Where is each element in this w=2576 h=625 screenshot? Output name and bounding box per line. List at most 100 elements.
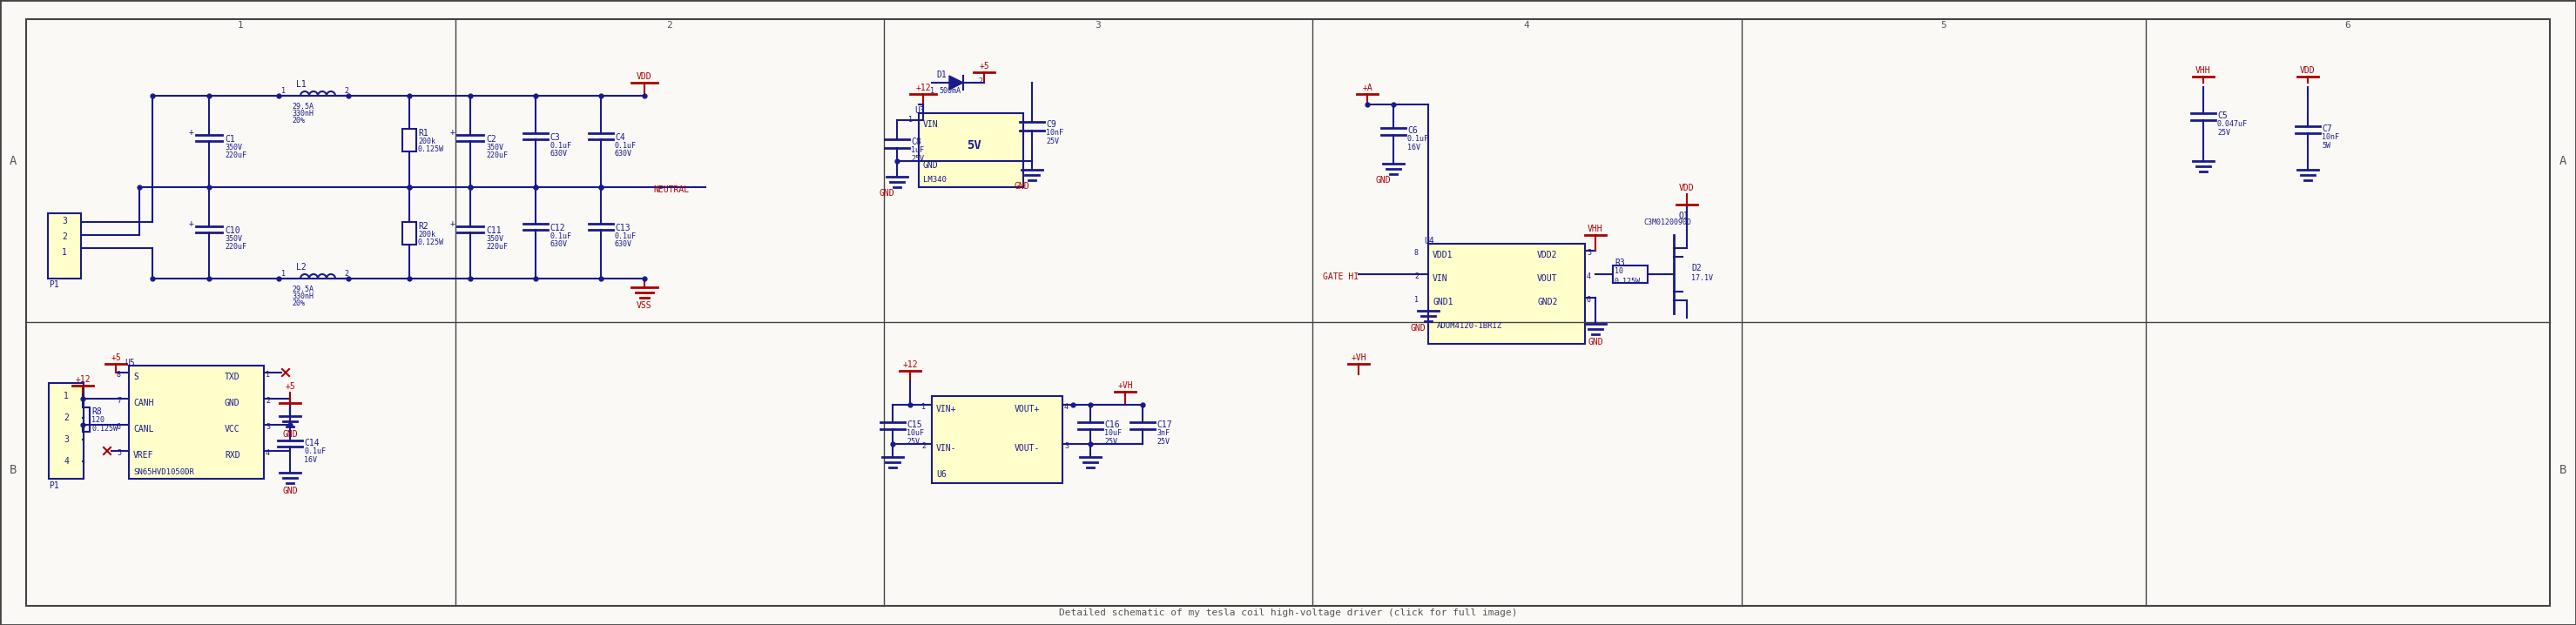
Text: C13: C13 — [616, 224, 631, 232]
Text: 0.1uF: 0.1uF — [616, 232, 636, 240]
Text: GND: GND — [283, 430, 299, 439]
Text: GND: GND — [224, 399, 240, 408]
Text: C11: C11 — [487, 226, 502, 235]
Text: 29.5A: 29.5A — [291, 286, 314, 293]
Text: R8: R8 — [90, 408, 100, 416]
Text: 3: 3 — [1064, 442, 1069, 450]
Text: TXD: TXD — [224, 372, 240, 381]
Text: L2: L2 — [296, 263, 307, 272]
Text: VIN: VIN — [1432, 274, 1448, 283]
Text: 0.125W: 0.125W — [417, 146, 443, 153]
Text: ADUM4120-1BRIZ: ADUM4120-1BRIZ — [1437, 322, 1502, 330]
Text: VDD1: VDD1 — [1432, 251, 1453, 259]
Text: 4: 4 — [1522, 21, 1530, 29]
Text: 2: 2 — [345, 87, 348, 95]
Text: 8: 8 — [116, 371, 121, 379]
Text: B: B — [10, 464, 15, 476]
Text: 25V: 25V — [1105, 438, 1118, 446]
Text: 200k: 200k — [417, 138, 435, 146]
Text: 0.125W: 0.125W — [417, 239, 443, 246]
Text: SN65HVD1050DR: SN65HVD1050DR — [134, 468, 193, 476]
Text: 630V: 630V — [549, 240, 567, 248]
Text: R1: R1 — [417, 129, 428, 138]
Text: 330nH: 330nH — [291, 292, 314, 301]
Text: 350V: 350V — [224, 235, 242, 243]
Text: D2: D2 — [1692, 264, 1700, 272]
Text: GND: GND — [283, 487, 299, 495]
Text: 350V: 350V — [487, 235, 502, 243]
Bar — [49, 213, 80, 279]
Text: 200k: 200k — [417, 231, 435, 239]
Text: VOUT: VOUT — [1538, 274, 1558, 283]
Text: +: + — [448, 219, 453, 228]
Text: 3: 3 — [62, 217, 67, 226]
Text: 5: 5 — [1940, 21, 1947, 29]
Text: P1: P1 — [49, 280, 59, 289]
Text: 25V: 25V — [912, 155, 925, 162]
Text: C2: C2 — [487, 135, 497, 144]
Text: 5W: 5W — [2321, 142, 2331, 150]
Text: Q1: Q1 — [1677, 211, 1687, 220]
Text: 1uF: 1uF — [912, 146, 925, 154]
Text: C1: C1 — [224, 135, 234, 144]
Text: 17.1V: 17.1V — [1692, 274, 1713, 282]
Text: GND: GND — [1409, 324, 1425, 333]
Text: C8: C8 — [912, 138, 922, 146]
Text: VIN+: VIN+ — [935, 405, 956, 414]
Text: 1: 1 — [922, 403, 925, 411]
Text: R2: R2 — [417, 222, 428, 231]
Text: GATE HI: GATE HI — [1321, 272, 1358, 281]
Text: 220uF: 220uF — [487, 151, 507, 159]
Text: 2: 2 — [64, 414, 70, 422]
Text: 16V: 16V — [1406, 144, 1419, 151]
Text: +VH: +VH — [1118, 381, 1133, 390]
Text: +5: +5 — [286, 382, 296, 391]
Text: 8: 8 — [1414, 249, 1419, 257]
Text: 3: 3 — [265, 423, 270, 431]
Text: CANH: CANH — [134, 399, 155, 408]
Text: 25V: 25V — [907, 438, 920, 446]
Text: +12: +12 — [75, 375, 90, 384]
Text: C7: C7 — [2321, 124, 2331, 133]
Text: +: + — [448, 128, 453, 137]
Text: 1: 1 — [237, 21, 242, 29]
Text: 5V: 5V — [966, 139, 981, 151]
Text: 3: 3 — [1095, 21, 1100, 29]
Text: 1: 1 — [281, 87, 286, 95]
Text: 2: 2 — [345, 270, 348, 277]
Text: 4: 4 — [64, 457, 70, 466]
Text: VDD: VDD — [636, 72, 652, 81]
Text: C5: C5 — [2218, 111, 2228, 120]
Text: +12: +12 — [902, 361, 917, 369]
Text: +12: +12 — [914, 84, 930, 92]
Text: 2: 2 — [979, 78, 981, 85]
Text: 20%: 20% — [291, 117, 304, 124]
Text: VIN: VIN — [922, 120, 938, 129]
Text: 4: 4 — [265, 449, 270, 457]
Text: 4: 4 — [1587, 272, 1592, 280]
Text: VDD2: VDD2 — [1538, 251, 1558, 259]
Text: L1: L1 — [296, 80, 307, 89]
Text: GND: GND — [1015, 182, 1030, 191]
Text: 25V: 25V — [1157, 438, 1170, 446]
Text: C14: C14 — [304, 439, 319, 447]
Bar — [1613, 266, 1649, 283]
Text: 630V: 630V — [616, 240, 631, 248]
Text: 6: 6 — [1587, 296, 1592, 304]
Text: 2: 2 — [265, 397, 270, 405]
Bar — [75, 408, 90, 432]
Text: VIN-: VIN- — [935, 444, 956, 452]
Text: +VH: +VH — [1350, 353, 1365, 362]
Text: VDD: VDD — [1680, 184, 1695, 192]
Text: 220uF: 220uF — [224, 151, 247, 159]
Text: 1: 1 — [281, 270, 286, 277]
Text: LM340: LM340 — [922, 176, 945, 184]
Text: 2: 2 — [62, 232, 67, 241]
Text: C16: C16 — [1105, 421, 1121, 429]
Text: R3: R3 — [1615, 259, 1625, 268]
Text: GND: GND — [878, 189, 894, 198]
Text: +5: +5 — [979, 62, 989, 71]
Bar — [49, 383, 82, 479]
Text: +: + — [188, 219, 193, 228]
Text: U5: U5 — [124, 359, 134, 367]
